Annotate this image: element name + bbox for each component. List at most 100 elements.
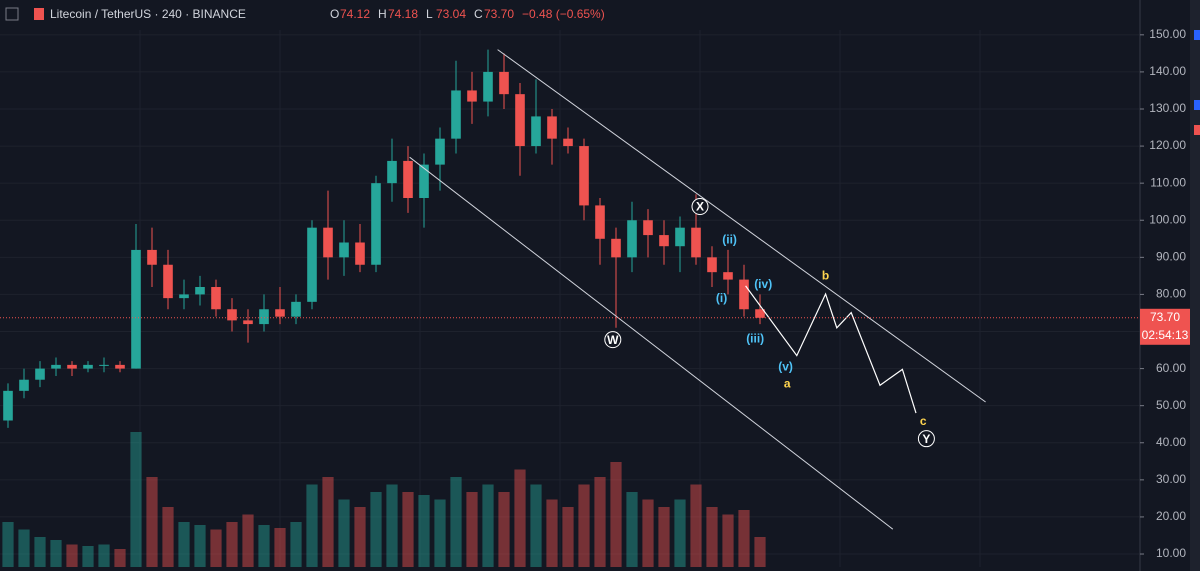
candle-body <box>515 94 525 147</box>
volume-bar <box>130 432 142 567</box>
candle-body <box>579 146 589 206</box>
candle-body <box>243 320 253 325</box>
volume-bar <box>2 522 14 567</box>
volume-bar <box>226 522 238 567</box>
grid <box>0 30 1140 567</box>
candle-body <box>723 272 733 280</box>
volume-bar <box>114 549 126 567</box>
ohlc-value: 73.70 <box>484 7 514 21</box>
candle-body <box>259 309 269 325</box>
wave-label: b <box>822 268 829 282</box>
volume-bar <box>418 495 430 567</box>
volume-bar <box>578 484 590 567</box>
candle-body <box>67 364 77 369</box>
candle-body <box>19 379 29 391</box>
volume-bar <box>594 477 606 567</box>
toolbar-icon[interactable] <box>1194 100 1200 110</box>
candle-body <box>291 301 301 317</box>
chart-title[interactable]: Litecoin / TetherUS · 240 · BINANCE <box>50 7 246 21</box>
volume-bar <box>194 525 206 567</box>
volume-bar <box>178 522 190 567</box>
volume-bar <box>546 499 558 567</box>
countdown: 02:54:13 <box>1142 328 1189 342</box>
expand-icon[interactable] <box>5 7 19 21</box>
candle-body <box>387 160 397 184</box>
candle-body <box>51 364 61 369</box>
volume-bar <box>706 507 718 567</box>
candle-body <box>483 71 493 102</box>
candle-body <box>339 242 349 258</box>
volume-bar <box>674 499 686 567</box>
wave-circle <box>917 430 935 448</box>
volume <box>2 432 766 567</box>
candle-body <box>179 294 189 299</box>
y-tick-label: 130.00 <box>1149 101 1186 115</box>
candle-body <box>163 264 173 299</box>
change: −0.48 (−0.65%) <box>522 7 605 21</box>
volume-bar <box>34 537 46 567</box>
wave-label: (ii) <box>722 232 737 246</box>
volume-bar <box>738 510 750 567</box>
candle-body <box>355 242 365 265</box>
candle-body <box>611 238 621 258</box>
candle-body <box>371 183 381 265</box>
y-tick-label: 10.00 <box>1156 546 1186 560</box>
candle-body <box>323 227 333 258</box>
volume-bar <box>274 528 286 567</box>
candle-body <box>147 249 157 265</box>
volume-bar <box>530 484 542 567</box>
header: Litecoin / TetherUS · 240 · BINANCE O 74.… <box>5 7 605 21</box>
ohlc-name: C <box>474 7 483 21</box>
volume-bar <box>354 507 366 567</box>
candle-body <box>563 138 573 147</box>
toolbar-icon[interactable] <box>1194 30 1200 40</box>
volume-bar <box>626 492 638 567</box>
volume-bar <box>386 484 398 567</box>
candle-body <box>547 116 557 139</box>
volume-bar <box>338 499 350 567</box>
volume-bar <box>50 540 62 567</box>
volume-bar <box>18 529 30 567</box>
last-price-box <box>1140 308 1190 345</box>
ohlc-name: H <box>378 7 387 21</box>
candle-body <box>227 309 237 321</box>
candle-body <box>691 227 701 258</box>
candle-body <box>307 227 317 302</box>
y-tick-label: 80.00 <box>1156 287 1186 301</box>
wave-label: (iv) <box>754 277 772 291</box>
candle-body <box>35 368 45 380</box>
volume-bar <box>370 492 382 567</box>
candle-body <box>195 287 205 295</box>
candle-body <box>467 90 477 102</box>
volume-bar <box>66 544 78 567</box>
volume-bar <box>162 507 174 567</box>
wave-label: W <box>607 333 619 347</box>
symbol-icon <box>34 8 44 20</box>
y-tick-label: 100.00 <box>1149 212 1186 226</box>
candle-body <box>131 249 141 369</box>
toolbar-icon[interactable] <box>1194 125 1200 135</box>
candle-body <box>275 309 285 317</box>
volume-bar <box>82 546 94 567</box>
ohlc-name: O <box>330 7 339 21</box>
candle-body <box>99 364 109 366</box>
wave-circle <box>691 198 709 216</box>
y-tick-label: 20.00 <box>1156 509 1186 523</box>
volume-bar <box>482 484 494 567</box>
volume-bar <box>306 484 318 567</box>
volume-bar <box>690 484 702 567</box>
last-price-label: 73.70 <box>1150 310 1180 324</box>
volume-bar <box>258 525 270 567</box>
wave-circle <box>604 331 622 349</box>
y-tick-label: 150.00 <box>1149 27 1186 41</box>
candle-body <box>755 309 765 318</box>
volume-bar <box>98 544 110 567</box>
y-tick-label: 90.00 <box>1156 250 1186 264</box>
volume-bar <box>434 499 446 567</box>
candle-body <box>659 235 669 247</box>
price-axis: 10.0020.0030.0040.0050.0060.0070.0080.00… <box>1140 27 1190 560</box>
candle-body <box>595 205 605 239</box>
volume-bar <box>754 537 766 567</box>
